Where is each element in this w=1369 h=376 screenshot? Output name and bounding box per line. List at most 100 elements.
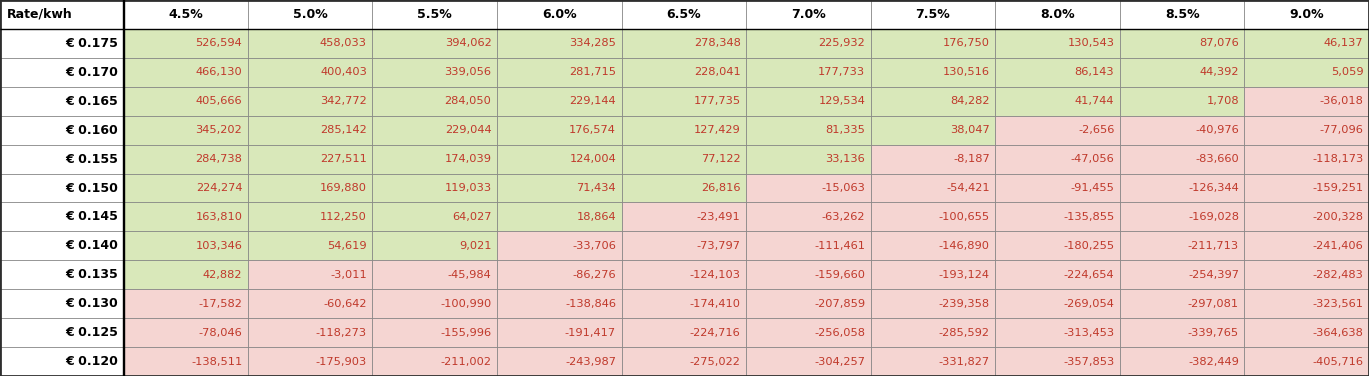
Bar [123, 116, 248, 145]
Bar [123, 318, 248, 347]
Bar [123, 289, 248, 318]
Text: 42,882: 42,882 [203, 270, 242, 280]
Text: -282,483: -282,483 [1313, 270, 1364, 280]
Text: € 0.160: € 0.160 [64, 124, 118, 136]
Text: 7.0%: 7.0% [791, 8, 826, 21]
Bar [497, 174, 622, 202]
Bar [746, 347, 871, 376]
Text: € 0.165: € 0.165 [64, 95, 118, 108]
Text: -47,056: -47,056 [1071, 154, 1114, 164]
Text: -8,187: -8,187 [953, 154, 990, 164]
Text: 5.0%: 5.0% [293, 8, 327, 21]
Text: 112,250: 112,250 [320, 212, 367, 222]
Bar [1120, 347, 1244, 376]
Bar [1244, 116, 1369, 145]
Bar [0, 29, 123, 58]
Bar [248, 87, 372, 116]
Bar [746, 318, 871, 347]
Bar [1244, 58, 1369, 87]
Text: € 0.140: € 0.140 [64, 240, 118, 252]
Text: -77,096: -77,096 [1320, 125, 1364, 135]
Bar [372, 87, 497, 116]
Text: 8.5%: 8.5% [1165, 8, 1199, 21]
Bar [622, 202, 746, 231]
Bar [497, 116, 622, 145]
Text: 44,392: 44,392 [1199, 67, 1239, 77]
Bar [622, 318, 746, 347]
Text: 18,864: 18,864 [576, 212, 616, 222]
Text: -33,706: -33,706 [572, 241, 616, 251]
Bar [622, 289, 746, 318]
Text: 81,335: 81,335 [826, 125, 865, 135]
Text: 33,136: 33,136 [826, 154, 865, 164]
Bar [0, 145, 123, 174]
Bar [1244, 347, 1369, 376]
Text: -73,797: -73,797 [697, 241, 741, 251]
Text: -100,990: -100,990 [441, 299, 491, 309]
Bar [497, 347, 622, 376]
Text: -241,406: -241,406 [1313, 241, 1364, 251]
Bar [995, 87, 1120, 116]
Bar [746, 145, 871, 174]
Bar [497, 260, 622, 289]
Bar [746, 174, 871, 202]
Bar [995, 145, 1120, 174]
Bar [0, 87, 123, 116]
Bar [871, 318, 995, 347]
Text: € 0.120: € 0.120 [64, 355, 118, 368]
Text: -191,417: -191,417 [565, 327, 616, 338]
Text: € 0.150: € 0.150 [64, 182, 118, 194]
Text: 87,076: 87,076 [1199, 38, 1239, 49]
Text: 38,047: 38,047 [950, 125, 990, 135]
Bar [746, 260, 871, 289]
Text: -313,453: -313,453 [1064, 327, 1114, 338]
Text: -40,976: -40,976 [1195, 125, 1239, 135]
Bar [746, 29, 871, 58]
Text: 6.5%: 6.5% [667, 8, 701, 21]
Text: 229,044: 229,044 [445, 125, 491, 135]
Text: -285,592: -285,592 [939, 327, 990, 338]
Bar [995, 202, 1120, 231]
Text: 127,429: 127,429 [694, 125, 741, 135]
Text: -146,890: -146,890 [939, 241, 990, 251]
Text: 5,059: 5,059 [1331, 67, 1364, 77]
Text: -17,582: -17,582 [199, 299, 242, 309]
Text: -155,996: -155,996 [441, 327, 491, 338]
Text: € 0.135: € 0.135 [64, 268, 118, 281]
Bar [871, 289, 995, 318]
Bar [622, 116, 746, 145]
Text: -239,358: -239,358 [939, 299, 990, 309]
Bar [1244, 174, 1369, 202]
Text: -15,063: -15,063 [821, 183, 865, 193]
Text: -118,273: -118,273 [316, 327, 367, 338]
Bar [746, 231, 871, 260]
Bar [995, 289, 1120, 318]
Text: 9,021: 9,021 [459, 241, 491, 251]
Bar [497, 58, 622, 87]
Bar [0, 347, 123, 376]
Bar [372, 29, 497, 58]
Bar [372, 174, 497, 202]
Text: -339,765: -339,765 [1188, 327, 1239, 338]
Bar [746, 289, 871, 318]
Bar [622, 174, 746, 202]
Bar [123, 260, 248, 289]
Bar [871, 174, 995, 202]
Bar [746, 87, 871, 116]
Bar [871, 29, 995, 58]
Bar [746, 116, 871, 145]
Bar [995, 116, 1120, 145]
Text: 339,056: 339,056 [445, 67, 491, 77]
Text: -382,449: -382,449 [1188, 356, 1239, 367]
Bar [0, 202, 123, 231]
Text: -86,276: -86,276 [572, 270, 616, 280]
Bar [0, 231, 123, 260]
Text: -269,054: -269,054 [1064, 299, 1114, 309]
Text: -83,660: -83,660 [1195, 154, 1239, 164]
Bar [1120, 231, 1244, 260]
Bar [1244, 260, 1369, 289]
Bar [497, 202, 622, 231]
Bar [1244, 318, 1369, 347]
Text: 4.5%: 4.5% [168, 8, 203, 21]
Bar [1244, 202, 1369, 231]
